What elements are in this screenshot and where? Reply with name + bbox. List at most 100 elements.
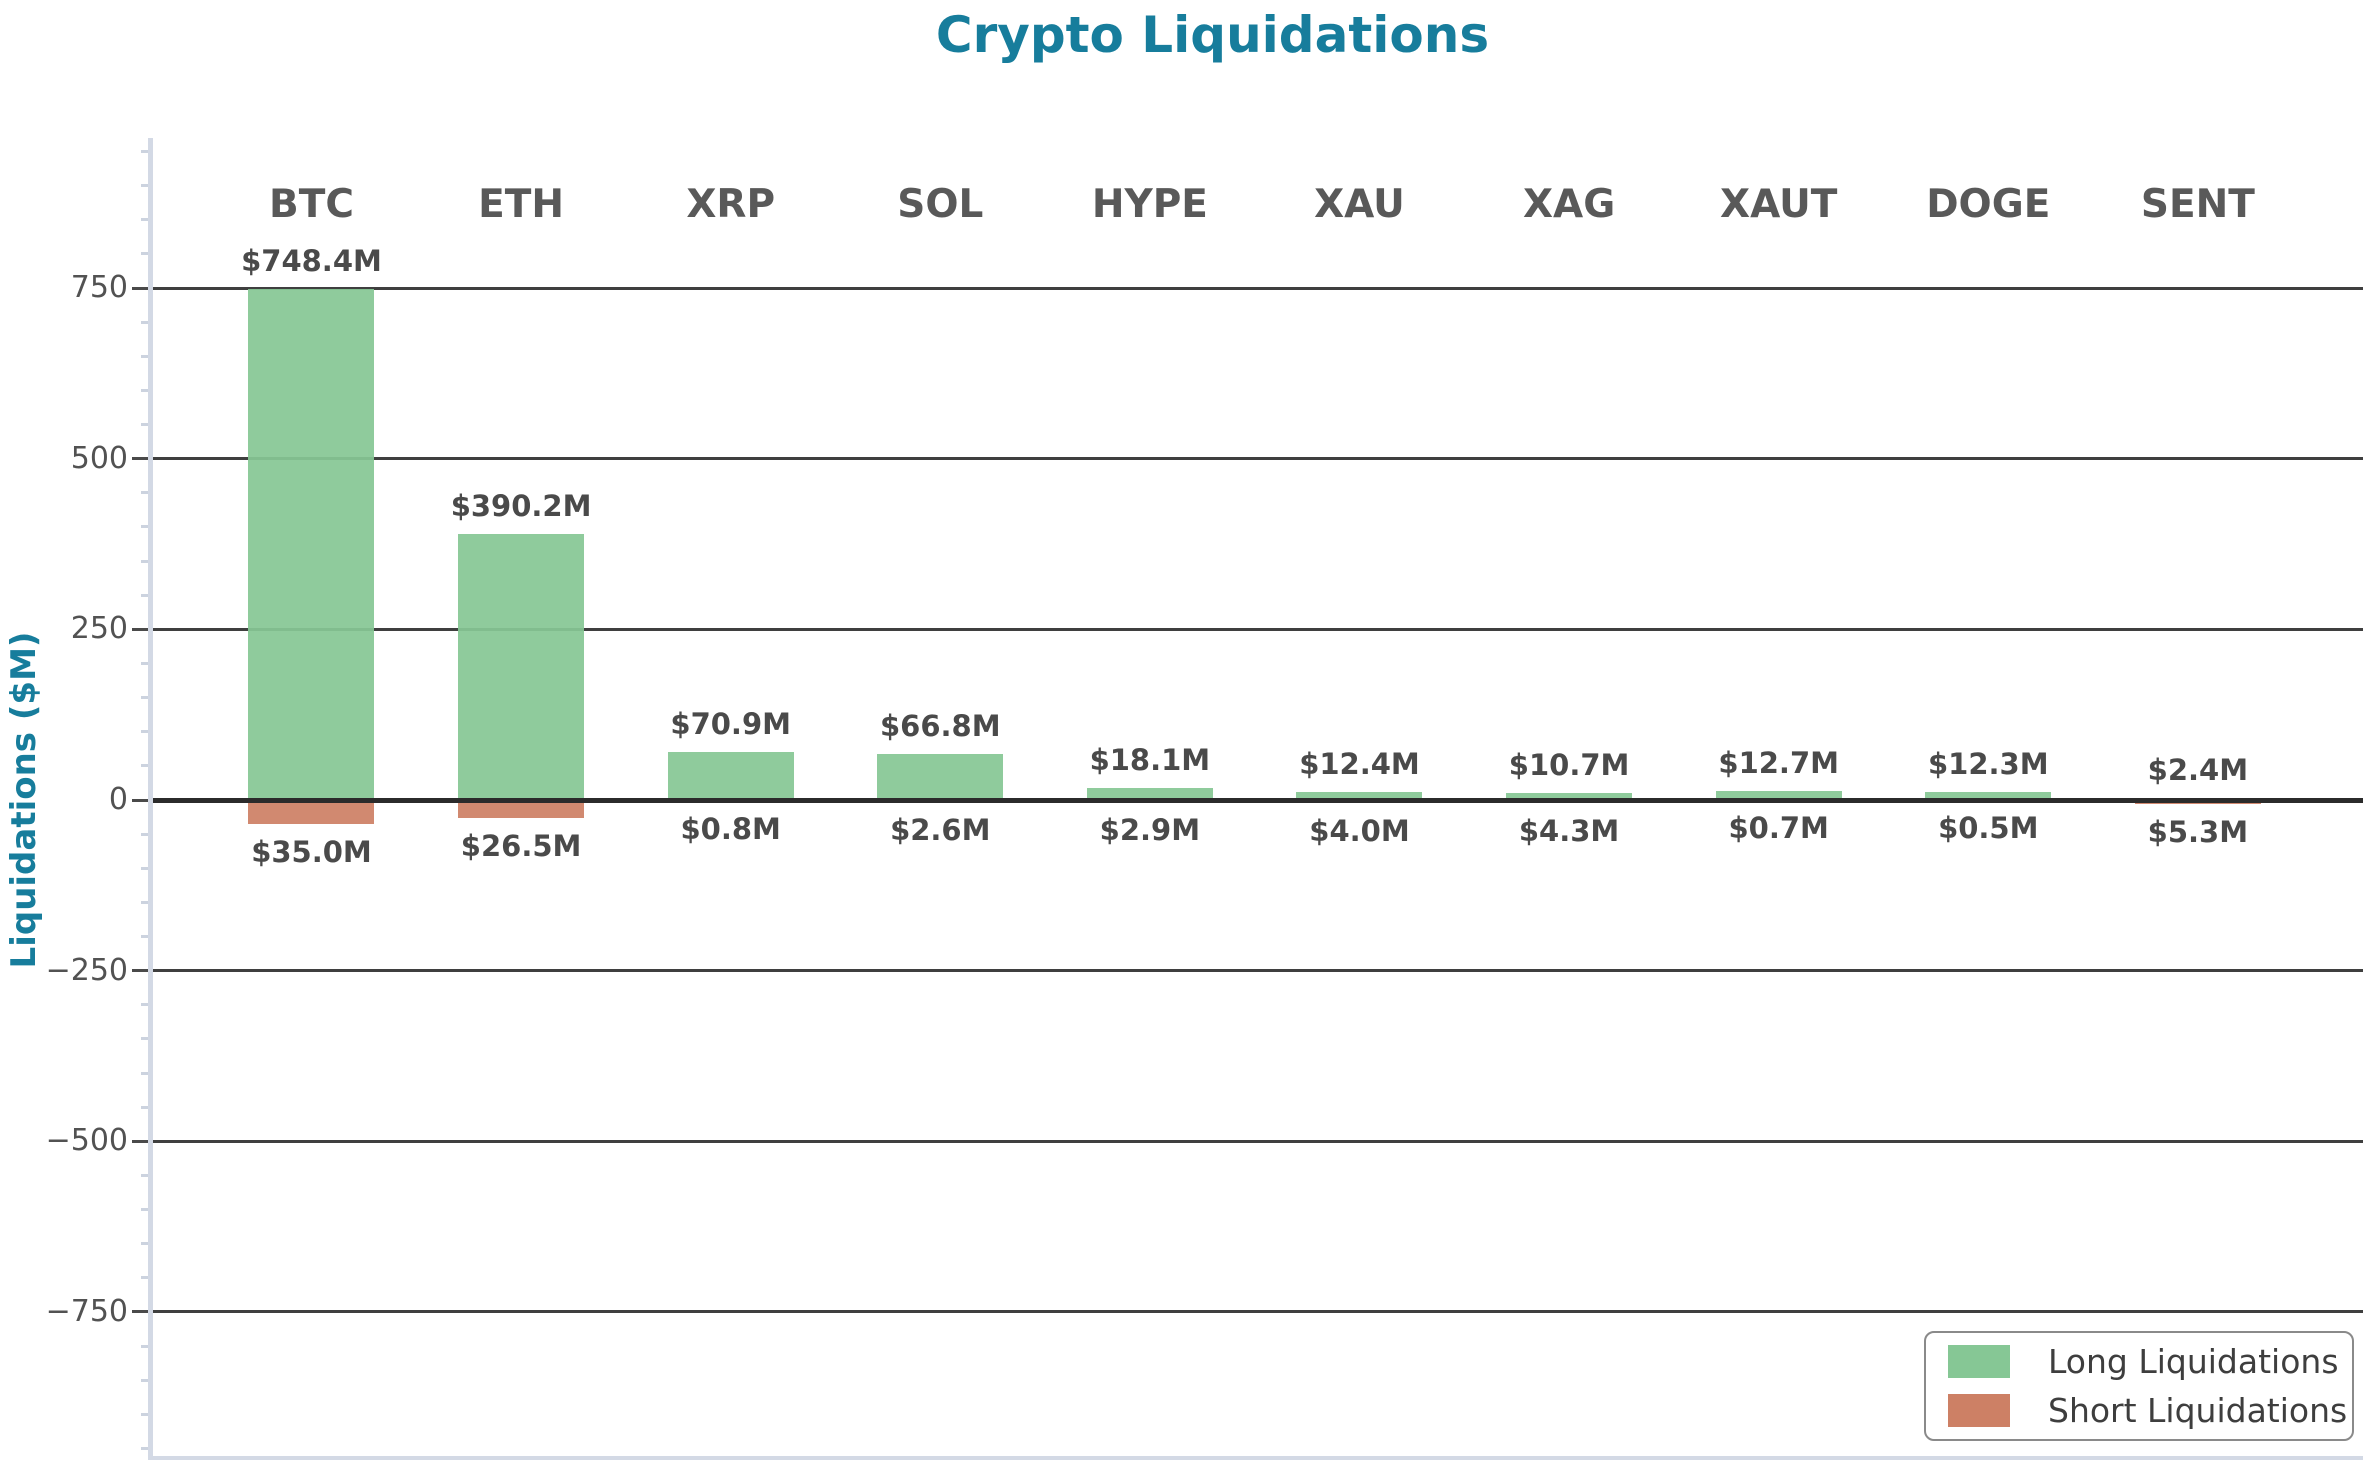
category-label: ETH: [478, 182, 565, 227]
y-minor-tick: [141, 388, 150, 392]
y-minor-tick: [141, 1003, 150, 1007]
y-minor-tick: [141, 1412, 150, 1416]
chart-title: Crypto Liquidations: [935, 6, 1490, 64]
y-minor-tick: [141, 491, 150, 495]
gridline: [153, 969, 2363, 973]
y-minor-tick: [141, 1037, 150, 1041]
long-value-label: $66.8M: [879, 709, 1001, 744]
legend-item-long-liquidations: Long Liquidations: [1948, 1342, 2352, 1381]
short-value-label: $26.5M: [460, 829, 582, 864]
y-minor-tick: [141, 559, 150, 563]
category-label: XAG: [1522, 182, 1616, 227]
short-bar: [458, 800, 585, 819]
y-axis-spine: [148, 138, 153, 1460]
y-minor-tick: [141, 1173, 150, 1177]
long-value-label: $12.7M: [1718, 746, 1839, 781]
y-major-tick: [132, 798, 149, 802]
y-major-tick: [132, 969, 149, 973]
y-minor-tick: [141, 320, 150, 324]
legend-label-long-liquidations: Long Liquidations: [2048, 1342, 2339, 1382]
long-bar: [1715, 791, 1842, 800]
y-minor-tick: [141, 252, 150, 256]
category-label: XRP: [686, 182, 776, 227]
long-bar: [877, 754, 1004, 800]
y-minor-tick: [141, 661, 150, 665]
short-liquidations-swatch: [1948, 1393, 2010, 1427]
y-minor-tick: [141, 150, 150, 154]
y-major-tick: [132, 457, 149, 461]
long-bar: [248, 289, 375, 800]
short-value-label: $2.9M: [1099, 812, 1201, 847]
y-minor-tick: [141, 525, 150, 529]
category-label: BTC: [269, 182, 354, 227]
long-liquidations-swatch: [1948, 1345, 2010, 1379]
short-value-label: $5.3M: [2147, 814, 2249, 849]
short-value-label: $35.0M: [251, 834, 372, 869]
category-label: XAUT: [1720, 182, 1838, 227]
category-label: XAU: [1314, 182, 1405, 227]
x-axis-spine: [148, 1456, 2363, 1460]
long-value-label: $390.2M: [450, 488, 592, 523]
y-minor-tick: [141, 184, 150, 188]
long-bar: [1506, 792, 1633, 800]
y-minor-tick: [141, 1344, 150, 1348]
y-major-tick: [132, 1139, 149, 1143]
long-value-label: $70.9M: [670, 706, 791, 741]
y-tick-label: 500: [70, 440, 128, 476]
short-value-label: $0.7M: [1728, 811, 1829, 846]
y-minor-tick: [141, 900, 150, 904]
y-tick-label: −250: [45, 952, 128, 988]
y-minor-tick: [141, 593, 150, 597]
y-minor-tick: [141, 866, 150, 870]
short-value-label: $0.8M: [680, 811, 781, 846]
gridline: [153, 457, 2363, 461]
y-minor-tick: [141, 696, 150, 700]
long-value-label: $748.4M: [241, 244, 382, 279]
y-minor-tick: [141, 1446, 150, 1450]
category-label: HYPE: [1091, 182, 1208, 227]
y-minor-tick: [141, 1071, 150, 1075]
category-label: DOGE: [1926, 182, 2051, 227]
long-bar: [1925, 791, 2052, 800]
y-minor-tick: [141, 730, 150, 734]
y-minor-tick: [141, 423, 150, 427]
long-value-label: $10.7M: [1508, 747, 1630, 782]
y-major-tick: [132, 286, 149, 290]
short-value-label: $0.5M: [1938, 811, 2039, 846]
zero-gridline: [153, 797, 2363, 803]
y-tick-label: 0: [108, 782, 128, 817]
legend-item-short-liquidations: Short Liquidations: [1948, 1391, 2352, 1430]
short-value-label: $2.6M: [890, 812, 991, 847]
long-bar: [1296, 791, 1423, 800]
y-tick-label: −750: [45, 1293, 128, 1329]
gridline: [153, 1139, 2363, 1143]
long-bar: [1086, 787, 1213, 800]
y-major-tick: [132, 1310, 149, 1314]
long-value-label: $12.3M: [1927, 746, 2049, 781]
y-tick-label: 750: [70, 270, 128, 306]
y-tick-label: −500: [45, 1123, 128, 1159]
category-label: SENT: [2140, 182, 2255, 227]
y-minor-tick: [141, 764, 150, 768]
y-minor-tick: [141, 1276, 150, 1280]
y-minor-tick: [141, 1105, 150, 1109]
legend: Long Liquidations Short Liquidations: [1924, 1331, 2354, 1441]
category-label: SOL: [897, 182, 984, 227]
y-minor-tick: [141, 1242, 150, 1246]
y-minor-tick: [141, 218, 150, 222]
gridline: [153, 1310, 2363, 1314]
long-value-label: $12.4M: [1299, 746, 1420, 781]
long-bar: [458, 533, 585, 800]
y-minor-tick: [141, 832, 150, 836]
long-value-label: $18.1M: [1089, 742, 1211, 777]
y-minor-tick: [141, 935, 150, 939]
short-bar: [248, 800, 375, 824]
y-major-tick: [132, 627, 149, 631]
gridline: [153, 286, 2363, 290]
y-minor-tick: [141, 1378, 150, 1382]
long-value-label: $2.4M: [2147, 753, 2249, 788]
short-value-label: $4.0M: [1309, 813, 1410, 848]
legend-label-short-liquidations: Short Liquidations: [2048, 1390, 2348, 1430]
long-bar: [667, 751, 794, 800]
